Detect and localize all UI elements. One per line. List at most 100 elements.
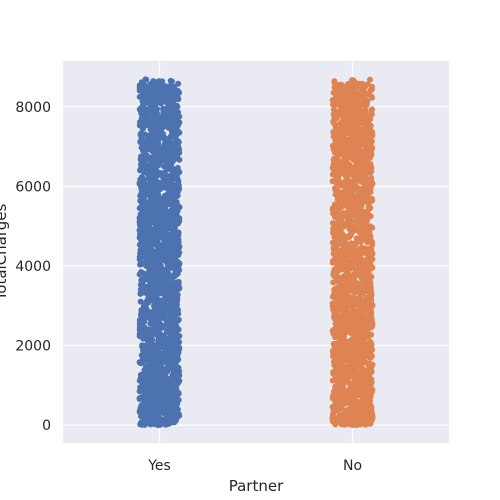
- data-point: [169, 289, 175, 295]
- data-point: [148, 340, 154, 346]
- y-tick-label: 4000: [15, 259, 51, 275]
- data-point: [139, 232, 145, 238]
- data-point: [146, 381, 152, 387]
- data-point: [353, 328, 359, 334]
- data-point: [150, 78, 156, 84]
- data-point: [138, 288, 144, 294]
- data-point: [348, 206, 354, 212]
- data-point: [357, 354, 363, 360]
- data-point: [348, 360, 354, 366]
- data-point: [175, 259, 181, 265]
- data-point: [168, 197, 174, 203]
- data-point: [338, 338, 344, 344]
- data-point: [330, 172, 336, 178]
- data-point: [165, 319, 171, 325]
- data-point: [366, 145, 372, 151]
- data-point: [162, 205, 168, 211]
- data-point: [361, 101, 367, 107]
- data-point: [363, 421, 369, 427]
- data-point: [143, 315, 149, 321]
- data-point: [172, 419, 178, 425]
- data-point: [362, 164, 368, 170]
- data-point: [332, 334, 338, 340]
- data-point: [162, 216, 168, 222]
- data-point: [139, 138, 145, 144]
- data-point: [163, 109, 169, 115]
- data-point: [168, 111, 174, 117]
- data-point: [365, 281, 371, 287]
- data-point: [158, 149, 164, 155]
- data-point: [342, 212, 348, 218]
- data-point: [162, 280, 168, 286]
- data-point: [337, 255, 343, 261]
- data-point: [152, 144, 158, 150]
- data-point: [158, 356, 164, 362]
- data-point: [339, 231, 345, 237]
- data-point: [353, 121, 359, 127]
- x-tick-label: Yes: [147, 458, 171, 474]
- data-point: [160, 125, 166, 131]
- data-point: [369, 321, 375, 327]
- data-point: [139, 205, 145, 211]
- data-point: [335, 87, 341, 93]
- data-point: [331, 251, 337, 257]
- data-point: [171, 397, 177, 403]
- data-point: [139, 190, 145, 196]
- data-point: [156, 345, 162, 351]
- data-point: [168, 186, 174, 192]
- data-point: [158, 199, 164, 205]
- data-point: [142, 325, 148, 331]
- y-tick-label: 2000: [15, 339, 51, 355]
- data-point: [165, 180, 171, 186]
- data-point: [330, 230, 336, 236]
- data-point: [168, 173, 174, 179]
- data-point: [153, 409, 159, 415]
- data-point: [360, 398, 366, 404]
- data-point: [342, 181, 348, 187]
- data-point: [147, 295, 153, 301]
- data-point: [153, 123, 159, 129]
- data-point: [147, 333, 153, 339]
- data-point: [139, 277, 145, 283]
- data-point: [368, 161, 374, 167]
- data-point: [152, 306, 158, 312]
- data-point: [368, 288, 374, 294]
- data-point: [367, 339, 373, 345]
- data-point: [352, 100, 358, 106]
- data-point: [163, 421, 169, 427]
- data-point: [139, 107, 145, 113]
- data-point: [139, 85, 145, 91]
- data-point: [352, 338, 358, 344]
- data-point: [358, 249, 364, 255]
- data-point: [359, 391, 365, 397]
- data-point: [154, 115, 160, 121]
- data-point: [149, 374, 155, 380]
- data-point: [365, 331, 371, 337]
- data-point: [348, 318, 354, 324]
- data-point: [150, 364, 156, 370]
- data-point: [362, 108, 368, 114]
- data-point: [140, 143, 146, 149]
- data-point: [141, 249, 147, 255]
- data-point: [335, 400, 341, 406]
- data-point: [342, 257, 348, 263]
- data-point: [354, 147, 360, 153]
- data-point: [337, 219, 343, 225]
- data-point: [168, 411, 174, 417]
- data-point: [362, 134, 368, 140]
- data-point: [344, 306, 350, 312]
- data-point: [157, 181, 163, 187]
- data-point: [343, 118, 349, 124]
- data-point: [364, 117, 370, 123]
- data-point: [332, 108, 338, 114]
- data-point: [349, 134, 355, 140]
- data-point: [365, 307, 371, 313]
- data-point: [335, 267, 341, 273]
- data-point: [164, 273, 170, 279]
- data-point: [148, 185, 154, 191]
- data-point: [152, 294, 158, 300]
- data-point: [169, 209, 175, 215]
- data-point: [353, 153, 359, 159]
- data-point: [149, 327, 155, 333]
